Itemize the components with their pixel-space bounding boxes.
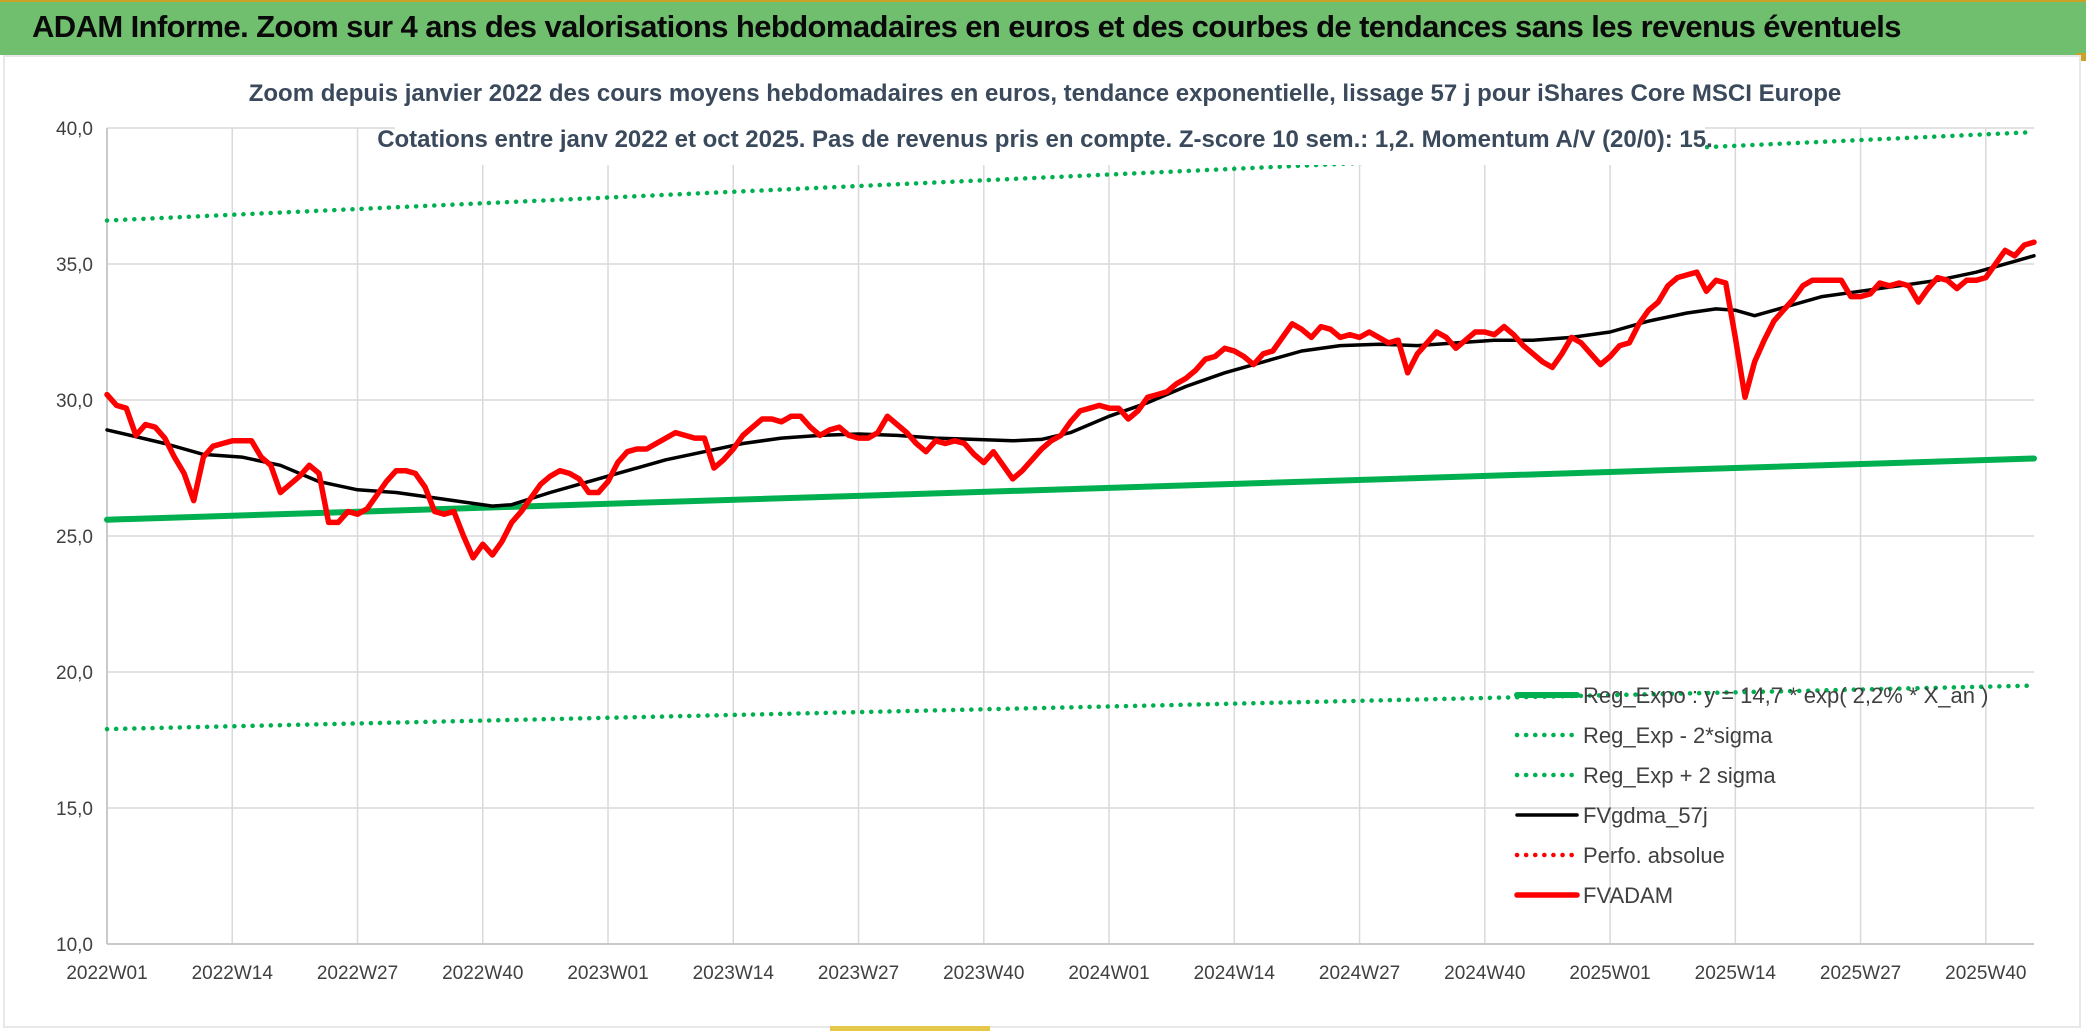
legend-label-fvadam: FVADAM	[1583, 883, 1673, 908]
legend-label-fvgdma-57j: FVgdma_57j	[1583, 803, 1708, 828]
y-tick-label: 40,0	[56, 119, 93, 140]
title-backdrop-2	[395, 123, 1705, 165]
x-tick-label: 2022W27	[317, 963, 398, 984]
x-tick-label: 2024W14	[1194, 963, 1276, 984]
x-tick-label: 2022W40	[442, 963, 523, 984]
x-tick-label: 2023W01	[567, 963, 648, 984]
legend-label-perfo-absolue: Perfo. absolue	[1583, 843, 1725, 868]
y-tick-label: 30,0	[56, 391, 93, 412]
y-tick-label: 15,0	[56, 799, 93, 820]
series-line-reg-exp-2-sigma	[104, 129, 2037, 223]
series-line-fvadam	[104, 239, 2037, 561]
series-line-fvgdma-57j	[105, 254, 2036, 508]
x-tick-label: 2025W27	[1820, 963, 1901, 984]
series-line-reg-expo-y-14-7-exp-2-2-x-an	[104, 455, 2037, 523]
axes: 10,0 15,0 20,0 25,0 30,0 35,0 40,0 2022W01 2022W…	[56, 119, 2034, 984]
banner-title: ADAM Informe. Zoom sur 4 ans des valoris…	[32, 9, 1902, 44]
x-tick-label: 2023W40	[943, 963, 1024, 984]
x-tick-label: 2025W40	[1945, 963, 2026, 984]
title-backdrop	[265, 59, 1833, 125]
legend-label-reg-expo-y-14-7-exp-2-2-x-an: Reg_Expo : y = 14,7 * exp( 2,2% * X_an )	[1583, 683, 1988, 708]
y-tick-label: 10,0	[56, 935, 93, 956]
chart-title-line-1: Zoom depuis janvier 2022 des cours moyen…	[249, 80, 1842, 107]
chart-frame: 10,0 15,0 20,0 25,0 30,0 35,0 40,0 2022W01 2022W…	[3, 55, 2081, 1028]
chart-svg: 10,0 15,0 20,0 25,0 30,0 35,0 40,0 2022W01 2022W…	[56, 59, 2037, 984]
y-tick-label: 25,0	[56, 527, 93, 548]
x-tick-label: 2023W27	[818, 963, 899, 984]
series-lines	[104, 129, 2037, 732]
chart-title-group: Zoom depuis janvier 2022 des cours moyen…	[249, 59, 1842, 165]
x-tick-label: 2022W01	[66, 963, 147, 984]
y-tick-label: 35,0	[56, 255, 93, 276]
x-tick-label: 2024W01	[1068, 963, 1149, 984]
chart-title-line-2: Cotations entre janv 2022 et oct 2025. P…	[377, 126, 1713, 153]
banner: ADAM Informe. Zoom sur 4 ans des valoris…	[0, 0, 2086, 55]
x-tick-label: 2025W14	[1695, 963, 1777, 984]
y-tick-label: 20,0	[56, 663, 93, 684]
legend-label-reg-exp-2-sigma: Reg_Exp + 2 sigma	[1583, 763, 1776, 788]
bottom-accent	[830, 1026, 990, 1031]
x-tick-label: 2023W14	[693, 963, 775, 984]
grid	[106, 127, 2034, 945]
x-tick-label: 2022W14	[192, 963, 274, 984]
banner-corner-accent	[2076, 53, 2086, 61]
legend: Reg_Expo : y = 14,7 * exp( 2,2% * X_an )…	[1514, 683, 1988, 908]
legend-label-reg-exp-2-sigma: Reg_Exp - 2*sigma	[1583, 723, 1773, 748]
series-line-reg-exp-2-sigma	[104, 683, 2037, 732]
x-tick-label: 2024W27	[1319, 963, 1400, 984]
x-tick-label: 2024W40	[1444, 963, 1525, 984]
x-tick-label: 2025W01	[1569, 963, 1650, 984]
